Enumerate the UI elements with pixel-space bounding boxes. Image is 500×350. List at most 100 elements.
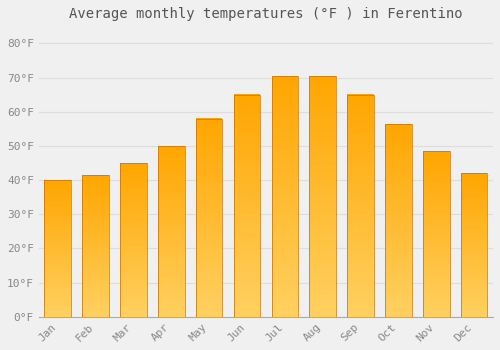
Bar — [120, 230, 146, 232]
Bar — [348, 306, 374, 308]
Bar — [310, 79, 336, 82]
Bar — [196, 118, 222, 121]
Bar — [310, 166, 336, 169]
Bar — [82, 212, 109, 214]
Bar — [423, 182, 450, 184]
Bar — [196, 252, 222, 255]
Bar — [82, 295, 109, 297]
Bar — [120, 196, 146, 198]
Bar — [310, 259, 336, 262]
Bar — [158, 265, 184, 268]
Bar — [461, 313, 487, 315]
Bar — [234, 275, 260, 278]
Bar — [348, 303, 374, 306]
Bar — [82, 253, 109, 255]
Bar — [120, 163, 146, 317]
Bar — [461, 234, 487, 236]
Bar — [158, 212, 184, 214]
Bar — [461, 200, 487, 202]
Bar — [44, 260, 71, 262]
Bar — [461, 248, 487, 250]
Bar — [234, 303, 260, 306]
Bar — [82, 288, 109, 290]
Bar — [272, 97, 298, 100]
Bar — [158, 225, 184, 227]
Bar — [385, 184, 411, 187]
Bar — [272, 76, 298, 79]
Bar — [234, 281, 260, 284]
Bar — [310, 314, 336, 317]
Bar — [461, 202, 487, 204]
Bar — [423, 267, 450, 269]
Bar — [82, 283, 109, 285]
Bar — [348, 247, 374, 250]
Bar — [158, 214, 184, 216]
Bar — [120, 307, 146, 309]
Bar — [348, 239, 374, 242]
Bar — [234, 267, 260, 270]
Bar — [423, 238, 450, 240]
Bar — [423, 236, 450, 238]
Bar — [461, 182, 487, 184]
Bar — [44, 180, 71, 317]
Bar — [272, 226, 298, 230]
Bar — [461, 308, 487, 310]
Bar — [196, 188, 222, 190]
Bar — [423, 246, 450, 248]
Bar — [348, 261, 374, 264]
Bar — [385, 256, 411, 259]
Bar — [158, 236, 184, 238]
Bar — [120, 261, 146, 263]
Bar — [120, 234, 146, 236]
Bar — [423, 180, 450, 182]
Bar — [385, 239, 411, 242]
Bar — [82, 196, 109, 198]
Bar — [310, 241, 336, 245]
Bar — [461, 315, 487, 317]
Bar — [385, 223, 411, 225]
Bar — [385, 135, 411, 138]
Bar — [120, 205, 146, 207]
Bar — [82, 180, 109, 182]
Bar — [310, 211, 336, 215]
Bar — [82, 194, 109, 196]
Bar — [82, 301, 109, 303]
Bar — [385, 218, 411, 220]
Bar — [423, 230, 450, 232]
Bar — [461, 229, 487, 231]
Bar — [348, 142, 374, 145]
Bar — [196, 128, 222, 131]
Bar — [158, 244, 184, 246]
Bar — [310, 178, 336, 181]
Bar — [310, 136, 336, 139]
Bar — [423, 261, 450, 263]
Bar — [196, 265, 222, 267]
Bar — [196, 121, 222, 124]
Bar — [120, 165, 146, 167]
Bar — [272, 76, 298, 317]
Bar — [234, 289, 260, 292]
Bar — [385, 264, 411, 266]
Bar — [348, 108, 374, 111]
Bar — [385, 215, 411, 218]
Bar — [158, 238, 184, 240]
Bar — [461, 220, 487, 222]
Bar — [158, 152, 184, 154]
Bar — [272, 235, 298, 238]
Bar — [196, 205, 222, 208]
Bar — [82, 230, 109, 232]
Bar — [310, 160, 336, 163]
Bar — [272, 265, 298, 268]
Bar — [44, 269, 71, 271]
Bar — [158, 263, 184, 266]
Bar — [348, 128, 374, 131]
Bar — [461, 216, 487, 218]
Bar — [234, 270, 260, 272]
Bar — [234, 231, 260, 233]
Bar — [385, 181, 411, 184]
Bar — [461, 211, 487, 213]
Bar — [310, 109, 336, 112]
Bar — [196, 173, 222, 176]
Bar — [461, 212, 487, 215]
Bar — [158, 233, 184, 236]
